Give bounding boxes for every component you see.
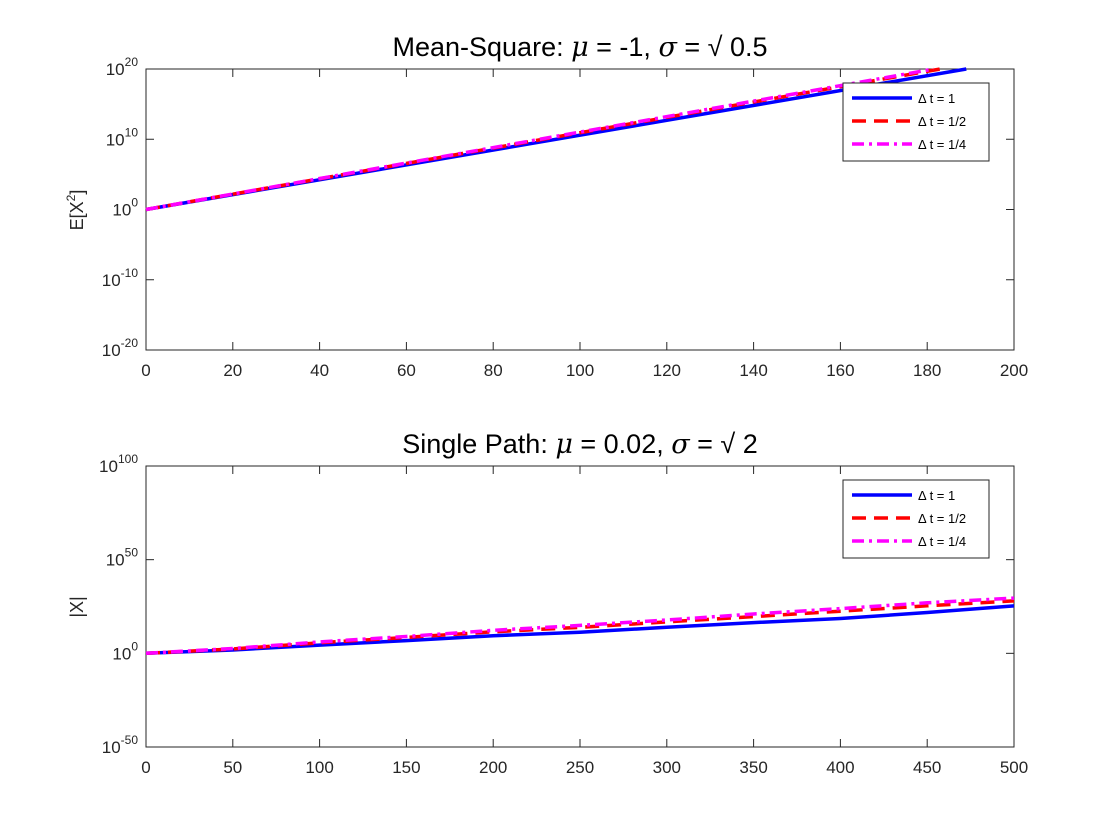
mean-square-y-tick-label: 1020 [106, 55, 139, 79]
single-path-y-ticks: 10-50 100 1050 10100 [99, 452, 1014, 757]
single-path-plot: Single Path: μ = 0.02, σ = √ 2 0 50 100 150… [67, 429, 1028, 777]
single-path-y-axis-label: |X| [67, 596, 87, 617]
mean-square-x-tick-label: 140 [739, 361, 767, 380]
mean-square-y-axis-label: E[X2] [64, 190, 87, 231]
mean-square-x-ticks: 0 20 40 60 80 100 120 140 160 180 200 [141, 69, 1028, 380]
mean-square-legend-box [842, 82, 990, 162]
mean-square-series [145, 67, 967, 212]
mean-square-legend: Δ t = 1 Δ t = 1/2 Δ t = 1/4 [842, 82, 990, 162]
single-path-legend-label-dt1: Δ t = 1 [918, 488, 955, 503]
mean-square-x-tick-label: 20 [223, 361, 242, 380]
mean-square-x-tick-label: 100 [566, 361, 594, 380]
mean-square-x-tick-label: 0 [141, 361, 150, 380]
single-path-legend-label-dt4: Δ t = 1/4 [918, 534, 966, 549]
single-path-y-tick-label: 10-50 [102, 733, 139, 757]
single-path-x-tick-label: 300 [653, 758, 681, 777]
single-path-title: Single Path: μ = 0.02, σ = √ 2 [402, 429, 758, 460]
single-path-legend-label-dt2: Δ t = 1/2 [918, 511, 966, 526]
single-path-x-tick-label: 500 [1000, 758, 1028, 777]
mean-square-legend-label-dt1: Δ t = 1 [918, 91, 955, 106]
single-path-x-tick-label: 250 [566, 758, 594, 777]
single-path-x-tick-label: 400 [826, 758, 854, 777]
mean-square-y-tick-label: 100 [112, 196, 138, 220]
single-path-x-tick-label: 200 [479, 758, 507, 777]
mean-square-title: Mean-Square: μ = -1, σ = √ 0.5 [392, 32, 767, 63]
single-path-series-line-dt1 [145, 604, 1015, 656]
mean-square-x-tick-label: 200 [1000, 361, 1028, 380]
mean-square-x-tick-label: 40 [310, 361, 329, 380]
single-path-legend: Δ t = 1 Δ t = 1/2 Δ t = 1/4 [842, 479, 990, 559]
mean-square-x-tick-label: 160 [826, 361, 854, 380]
mean-square-x-tick-label: 120 [653, 361, 681, 380]
mean-square-y-tick-label: 10-10 [102, 266, 139, 290]
mean-square-x-tick-label: 180 [913, 361, 941, 380]
mean-square-legend-label-dt4: Δ t = 1/4 [918, 137, 966, 152]
mean-square-x-tick-label: 60 [397, 361, 416, 380]
single-path-legend-box [842, 479, 990, 559]
single-path-x-tick-label: 150 [392, 758, 420, 777]
single-path-y-tick-label: 1050 [106, 546, 139, 570]
mean-square-series-line-dt4 [145, 67, 935, 212]
mean-square-y-ticks: 10-20 10-10 100 1010 1020 [102, 55, 1014, 360]
single-path-series [145, 596, 1015, 656]
single-path-x-tick-label: 350 [739, 758, 767, 777]
single-path-x-tick-label: 0 [141, 758, 150, 777]
mean-square-y-tick-label: 1010 [106, 125, 139, 149]
single-path-x-tick-label: 450 [913, 758, 941, 777]
single-path-y-tick-label: 100 [112, 639, 138, 663]
single-path-x-tick-label: 100 [305, 758, 333, 777]
mean-square-plot: Mean-Square: μ = -1, σ = √ 0.5 0 20 40 60 80… [64, 32, 1028, 380]
single-path-series-line-dt4 [145, 596, 1015, 656]
single-path-y-tick-label: 10100 [99, 452, 138, 476]
single-path-x-tick-label: 50 [223, 758, 242, 777]
mean-square-legend-label-dt2: Δ t = 1/2 [918, 114, 966, 129]
single-path-x-ticks: 0 50 100 150 200 250 300 350 400 450 500 [141, 466, 1028, 777]
mean-square-y-tick-label: 10-20 [102, 336, 139, 360]
mean-square-x-tick-label: 80 [484, 361, 503, 380]
